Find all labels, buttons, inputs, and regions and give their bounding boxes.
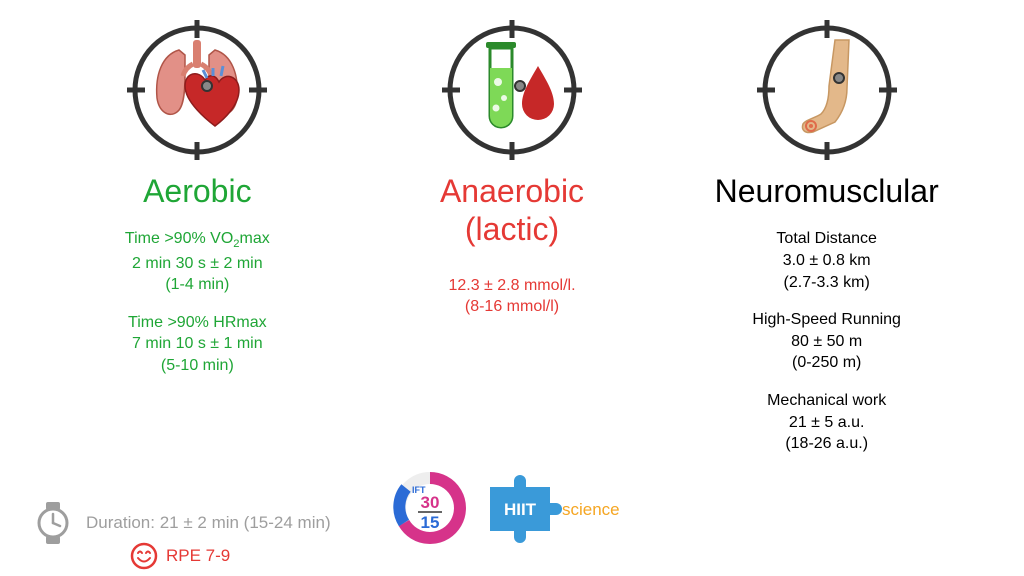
blood-drop-icon — [522, 66, 554, 120]
test-tube-icon — [486, 42, 516, 127]
neuromuscular-crosshair-icon — [757, 20, 897, 160]
ift-15: 15 — [421, 513, 440, 532]
metric-label: Time >90% VO2max — [125, 228, 270, 252]
aerobic-metric-hr: Time >90% HRmax 7 min 10 s ± 1 min (5-10… — [128, 312, 267, 377]
logos-row: IFT 30 15 HIIT science — [390, 468, 634, 548]
neuro-metric-distance: Total Distance 3.0 ± 0.8 km (2.7-3.3 km) — [776, 228, 877, 293]
aerobic-metric-vo2: Time >90% VO2max 2 min 30 s ± 2 min (1-4… — [125, 228, 270, 295]
smiley-icon — [130, 542, 158, 570]
metric-range: (18-26 a.u.) — [767, 433, 886, 455]
neuromuscular-title: Neuromusclular — [715, 172, 939, 210]
metric-value: 12.3 ± 2.8 mmol/l. — [448, 275, 575, 297]
metric-value: 3.0 ± 0.8 km — [776, 250, 877, 272]
aerobic-column: Aerobic Time >90% VO2max 2 min 30 s ± 2 … — [40, 20, 355, 576]
aerobic-crosshair-icon — [127, 20, 267, 160]
metric-label: Time >90% HRmax — [128, 312, 267, 334]
watch-icon — [30, 500, 76, 546]
neuro-metric-hsr: High-Speed Running 80 ± 50 m (0-250 m) — [752, 309, 901, 374]
metric-range: (1-4 min) — [125, 274, 270, 296]
metric-value: 80 ± 50 m — [752, 331, 901, 353]
hiit-science-logo-icon: HIIT science — [484, 473, 634, 543]
neuro-metric-mechwork: Mechanical work 21 ± 5 a.u. (18-26 a.u.) — [767, 390, 886, 455]
science-text: science — [562, 500, 620, 519]
anaerobic-crosshair-icon — [442, 20, 582, 160]
metric-label: Total Distance — [776, 228, 877, 250]
hiit-text: HIIT — [504, 500, 537, 519]
metric-label: Mechanical work — [767, 390, 886, 412]
title-line1: Anaerobic — [440, 172, 584, 210]
rpe-row: RPE 7-9 — [130, 542, 230, 570]
metric-range: (5-10 min) — [128, 355, 267, 377]
metric-label: High-Speed Running — [752, 309, 901, 331]
duration-text: Duration: 21 ± 2 min (15-24 min) — [86, 513, 331, 533]
anaerobic-title: Anaerobic (lactic) — [440, 172, 584, 249]
ift-30: 30 — [421, 493, 440, 512]
metric-value: 21 ± 5 a.u. — [767, 412, 886, 434]
metric-range: (8-16 mmol/l) — [448, 296, 575, 318]
neuromuscular-column: Neuromusclular Total Distance 3.0 ± 0.8 … — [669, 20, 984, 576]
metric-value: 2 min 30 s ± 2 min — [125, 253, 270, 275]
metric-range: (2.7-3.3 km) — [776, 272, 877, 294]
aerobic-title: Aerobic — [143, 172, 252, 210]
ift-logo-icon: IFT 30 15 — [390, 468, 470, 548]
duration-row: Duration: 21 ± 2 min (15-24 min) — [30, 500, 331, 546]
metric-range: (0-250 m) — [752, 352, 901, 374]
metric-value: 7 min 10 s ± 1 min — [128, 333, 267, 355]
leg-icon — [802, 40, 849, 133]
title-line2: (lactic) — [440, 210, 584, 248]
rpe-text: RPE 7-9 — [166, 546, 230, 566]
anaerobic-metric-lactate: 12.3 ± 2.8 mmol/l. (8-16 mmol/l) — [448, 275, 575, 318]
